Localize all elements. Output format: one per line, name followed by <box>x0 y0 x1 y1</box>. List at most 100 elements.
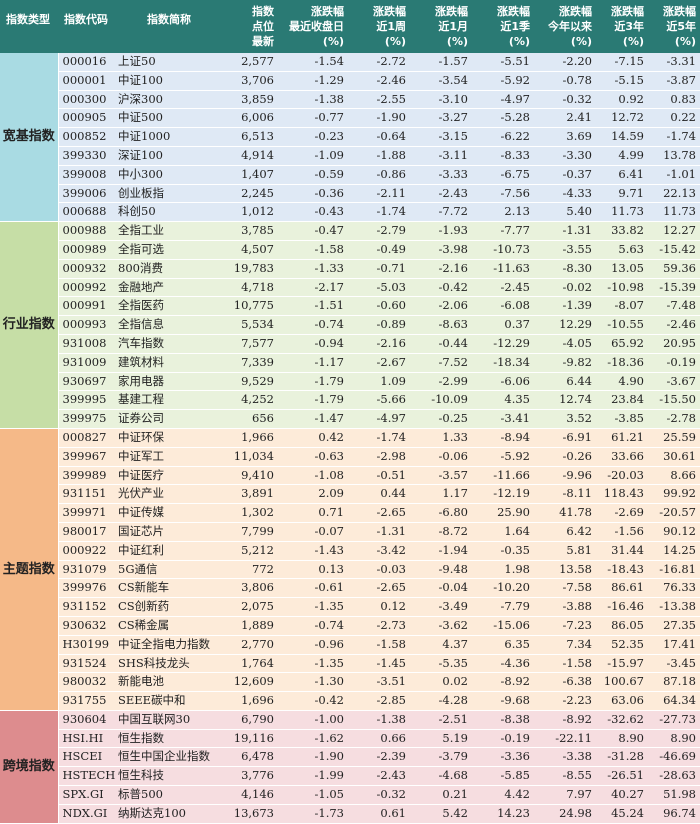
value-cell: 63.06 <box>596 691 648 711</box>
index-name: 恒生中国企业指数 <box>116 747 226 768</box>
value-cell: 99.92 <box>648 484 700 505</box>
column-header: 指数类型 <box>0 0 58 53</box>
value-cell: -1.30 <box>278 672 348 693</box>
value-cell: 6,478 <box>226 747 278 768</box>
value-cell: -8.38 <box>472 710 534 730</box>
value-cell: -2.98 <box>348 447 410 467</box>
index-code: 931755 <box>58 691 116 711</box>
value-cell: 4,146 <box>226 785 278 805</box>
value-cell: -3.33 <box>410 165 472 185</box>
value-cell: -3.38 <box>534 747 596 768</box>
table-row: 399330 深证100 4,914 -1.09 -1.88 -3.11 -8.33 -3.3… <box>0 146 700 166</box>
value-cell: -1.54 <box>278 53 348 72</box>
value-cell: -2.55 <box>348 90 410 110</box>
table-row: 399006 创业板指 2,245 -0.36 -2.11 -2.43 -7.56 -4.33… <box>0 184 700 204</box>
table-row: HSI.HI 恒生指数 19,116 -1.62 0.66 5.19 -0.19 -22.11… <box>0 729 700 749</box>
value-cell: -0.59 <box>278 165 348 185</box>
value-cell: 0.13 <box>278 560 348 580</box>
value-cell: 33.66 <box>596 447 648 467</box>
column-header-line: 近5年 <box>666 20 696 33</box>
index-code: 000922 <box>58 541 116 561</box>
value-cell: 11.73 <box>648 202 700 223</box>
value-cell: -2.16 <box>348 334 410 354</box>
value-cell: 13.78 <box>648 146 700 166</box>
index-name: SHS科技龙头 <box>116 654 226 674</box>
value-cell: -12.19 <box>472 484 534 505</box>
index-code: NDX.GI <box>58 804 116 824</box>
value-cell: -1.35 <box>278 597 348 617</box>
index-code: 930697 <box>58 372 116 392</box>
value-cell: -11.66 <box>472 466 534 486</box>
index-code: 399971 <box>58 503 116 523</box>
value-cell: -0.71 <box>348 259 410 279</box>
index-name: 全指信息 <box>116 315 226 335</box>
value-cell: 6.42 <box>534 522 596 542</box>
value-cell: 772 <box>226 560 278 580</box>
value-cell: 2,245 <box>226 184 278 204</box>
value-cell: 1.17 <box>410 484 472 505</box>
value-cell: -9.82 <box>534 353 596 373</box>
index-name: CS新能车 <box>116 578 226 599</box>
value-cell: -0.77 <box>278 108 348 129</box>
value-cell: -3.98 <box>410 240 472 260</box>
index-code: 399976 <box>58 578 116 599</box>
value-cell: 12.74 <box>534 390 596 411</box>
value-cell: -2.73 <box>348 616 410 636</box>
value-cell: -8.63 <box>410 315 472 335</box>
value-cell: 1,012 <box>226 202 278 223</box>
value-cell: -1.74 <box>348 202 410 223</box>
column-header-line: (%) <box>570 35 592 48</box>
table-row: 399995 基建工程 4,252 -1.79 -5.66 -10.09 4.35 12.74… <box>0 390 700 411</box>
value-cell: -1.57 <box>410 53 472 72</box>
category-label: 主题指数 <box>0 428 59 711</box>
value-cell: 30.61 <box>648 447 700 467</box>
value-cell: -2.16 <box>410 259 472 279</box>
table-row: 930697 家用电器 9,529 -1.79 1.09 -2.99 -6.06 6.44 4.… <box>0 372 700 392</box>
value-cell: 0.02 <box>410 672 472 693</box>
value-cell: -1.99 <box>278 766 348 787</box>
table-row: 930632 CS稀金属 1,889 -0.74 -2.73 -3.62 -15.06 -7.… <box>0 616 700 636</box>
value-cell: -5.35 <box>410 654 472 674</box>
value-cell: 20.95 <box>648 334 700 354</box>
table-row: 000905 中证500 6,006 -0.77 -1.90 -3.27 -5.28 2.41… <box>0 108 700 129</box>
value-cell: 4,252 <box>226 390 278 411</box>
value-cell: -0.25 <box>410 409 472 429</box>
value-cell: -9.68 <box>472 691 534 711</box>
value-cell: 76.33 <box>648 578 700 599</box>
value-cell: 3,785 <box>226 221 278 241</box>
table-row: 399976 CS新能车 3,806 -0.61 -2.65 -0.04 -10.20 -7.… <box>0 578 700 599</box>
index-name: 5G通信 <box>116 560 226 580</box>
value-cell: 27.35 <box>648 616 700 636</box>
value-cell: -0.26 <box>534 447 596 467</box>
value-cell: 0.37 <box>472 315 534 335</box>
column-header: 指数 点位 最新 <box>226 0 278 53</box>
column-header-line: 近1周 <box>376 20 406 33</box>
value-cell: 8.90 <box>596 729 648 749</box>
index-code: 980017 <box>58 522 116 542</box>
value-cell: 3,806 <box>226 578 278 599</box>
table-row: 跨境指数 930604 中国互联网30 6,790 -1.00 -1.38 -2.51 -8.… <box>0 710 700 824</box>
table-row: 000300 沪深300 3,859 -1.38 -2.55 -3.10 -4.97 -0.3… <box>0 90 700 110</box>
value-cell: 19,116 <box>226 729 278 749</box>
index-code: 000992 <box>58 278 116 298</box>
value-cell: -18.34 <box>472 353 534 373</box>
column-header-line: 指数代码 <box>64 12 108 26</box>
value-cell: 0.61 <box>348 804 410 824</box>
value-cell: 1,966 <box>226 428 278 448</box>
value-cell: 0.83 <box>648 90 700 110</box>
value-cell: -1.38 <box>278 90 348 110</box>
table-row: 000001 中证100 3,706 -1.29 -2.46 -3.54 -5.92 -0.7… <box>0 71 700 91</box>
value-cell: -3.30 <box>534 146 596 166</box>
column-header-line: (%) <box>322 35 344 48</box>
value-cell: 1,889 <box>226 616 278 636</box>
value-cell: -0.51 <box>348 466 410 486</box>
value-cell: 0.71 <box>278 503 348 523</box>
value-cell: 1.64 <box>472 522 534 542</box>
value-cell: 4,718 <box>226 278 278 298</box>
column-header-line: (%) <box>384 35 406 48</box>
value-cell: -5.92 <box>472 71 534 91</box>
value-cell: -0.94 <box>278 334 348 354</box>
value-cell: -1.90 <box>278 747 348 768</box>
value-cell: -1.56 <box>596 522 648 542</box>
value-cell: -2.65 <box>348 578 410 599</box>
